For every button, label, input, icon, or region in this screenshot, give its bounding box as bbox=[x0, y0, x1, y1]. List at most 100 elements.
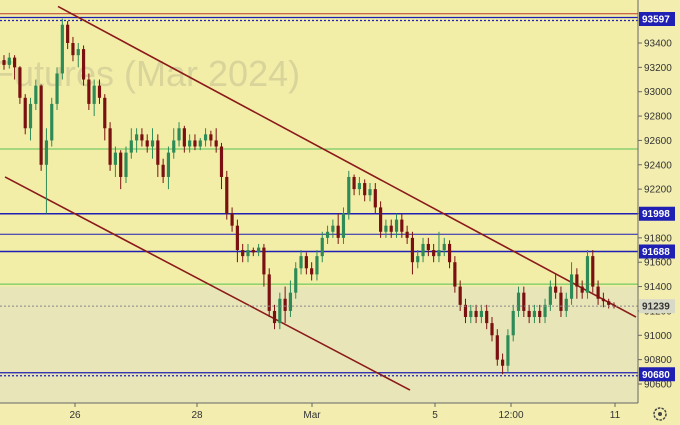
candle-body bbox=[442, 243, 446, 251]
candle-body bbox=[230, 213, 234, 226]
candle-body bbox=[23, 97, 27, 129]
x-tick-label: 28 bbox=[191, 410, 203, 421]
candle-body bbox=[543, 304, 547, 318]
candle-body bbox=[400, 219, 404, 232]
candle-body bbox=[76, 49, 80, 56]
candle-body bbox=[554, 286, 558, 293]
candle-body bbox=[463, 304, 468, 318]
candle-body bbox=[2, 60, 6, 65]
candle-body bbox=[198, 140, 202, 147]
candle-body bbox=[516, 292, 521, 311]
candle-body bbox=[124, 152, 128, 177]
candle-body bbox=[432, 250, 436, 257]
candle-body bbox=[34, 85, 38, 104]
candle-body bbox=[580, 286, 584, 293]
x-tick-label: 12:00 bbox=[498, 410, 523, 421]
level-badge bbox=[639, 206, 675, 221]
gear-icon-ring bbox=[653, 407, 667, 421]
candle-body bbox=[177, 128, 181, 141]
candle-body bbox=[44, 140, 49, 165]
candle-body bbox=[315, 256, 319, 275]
candle-body bbox=[341, 213, 346, 238]
candle-body bbox=[585, 256, 590, 293]
candle-body bbox=[495, 335, 499, 360]
candle-body bbox=[140, 134, 144, 141]
candle-body bbox=[150, 140, 155, 147]
candle-body bbox=[458, 286, 462, 305]
candle-body bbox=[410, 237, 415, 263]
candle-body bbox=[60, 24, 64, 74]
candle-body bbox=[538, 310, 542, 318]
price-zone-shade bbox=[0, 286, 638, 403]
gear-icon[interactable] bbox=[653, 407, 667, 421]
candle-body bbox=[182, 128, 186, 147]
candle-body bbox=[299, 256, 303, 269]
candle-body bbox=[591, 256, 595, 287]
candle-body bbox=[363, 183, 367, 196]
candle-body bbox=[39, 85, 43, 165]
level-badge bbox=[639, 12, 675, 27]
y-tick-label: 92800 bbox=[644, 112, 672, 123]
candle-body bbox=[193, 140, 197, 147]
candle-body bbox=[320, 237, 324, 257]
candle-body bbox=[336, 225, 340, 238]
candle-body bbox=[50, 103, 54, 141]
candle-body bbox=[304, 256, 308, 269]
gear-icon-hub bbox=[658, 412, 662, 416]
candle-body bbox=[469, 310, 473, 318]
candle-body bbox=[97, 85, 102, 98]
candle-body bbox=[357, 183, 361, 190]
candle-body bbox=[564, 298, 568, 311]
candle-body bbox=[294, 268, 298, 293]
candle-body bbox=[55, 73, 59, 104]
watermark-text: Futures (Mar 2024) bbox=[0, 53, 300, 94]
candle-body bbox=[405, 231, 409, 238]
y-tick-label: 93400 bbox=[644, 39, 672, 50]
candle-body bbox=[368, 189, 372, 196]
candle-body bbox=[103, 97, 107, 129]
candle-body bbox=[272, 310, 277, 324]
candle-body bbox=[485, 310, 489, 324]
y-tick-label: 92400 bbox=[644, 160, 672, 171]
x-tick-label: 26 bbox=[69, 410, 81, 421]
candle-body bbox=[267, 274, 271, 311]
candle-body bbox=[416, 256, 420, 263]
level-badge-label: 90680 bbox=[642, 370, 670, 381]
channel-upper-line bbox=[57, 5, 637, 318]
candle-body bbox=[447, 243, 452, 263]
candle-body bbox=[108, 128, 112, 165]
candle-body bbox=[612, 304, 616, 307]
candle-body bbox=[310, 268, 314, 275]
candle-body bbox=[172, 140, 176, 153]
y-tick-label: 91400 bbox=[644, 282, 672, 293]
candle-body bbox=[379, 207, 383, 232]
last-price-badge bbox=[639, 299, 675, 314]
candle-body bbox=[219, 146, 224, 177]
candle-body bbox=[596, 286, 600, 299]
y-tick-label: 90600 bbox=[644, 380, 672, 391]
candle-body bbox=[331, 225, 335, 232]
candle-body bbox=[92, 85, 96, 104]
candle-body bbox=[251, 250, 255, 253]
candle-body bbox=[257, 247, 261, 253]
candle-body bbox=[384, 225, 388, 232]
candle-body bbox=[532, 310, 537, 318]
candle-body bbox=[13, 57, 17, 68]
candle-body bbox=[548, 286, 552, 305]
candle-body bbox=[235, 225, 239, 251]
candle-body bbox=[347, 176, 351, 214]
candle-body bbox=[166, 152, 171, 177]
candle-body bbox=[527, 310, 531, 318]
candle-body bbox=[209, 134, 213, 141]
level-badge bbox=[639, 367, 675, 382]
candle-body bbox=[246, 250, 250, 257]
candle-body bbox=[7, 57, 11, 65]
candle-body bbox=[575, 274, 579, 287]
x-tick-label: 5 bbox=[432, 410, 438, 421]
y-tick-label: 92600 bbox=[644, 136, 672, 147]
y-tick-label: 93200 bbox=[644, 63, 672, 74]
level-badge-label: 91998 bbox=[642, 209, 670, 220]
x-tick-label: Mar bbox=[303, 410, 321, 421]
